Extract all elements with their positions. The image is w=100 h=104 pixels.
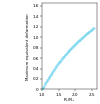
Y-axis label: Maximum equivalent deformation: Maximum equivalent deformation <box>26 13 30 80</box>
X-axis label: R₀/R₁: R₀/R₁ <box>64 98 75 102</box>
